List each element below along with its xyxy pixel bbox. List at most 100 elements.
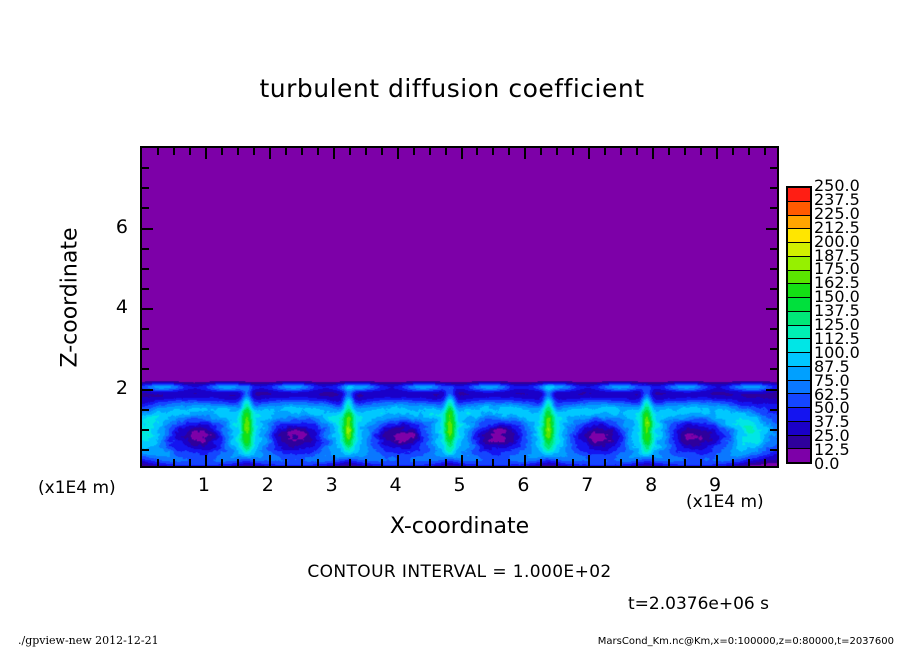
colorbar-band (788, 243, 810, 257)
axis-tick (220, 459, 223, 466)
axis-tick (142, 227, 153, 230)
plot-area (140, 146, 779, 468)
axis-tick (364, 148, 367, 155)
axis-tick (620, 459, 623, 466)
axis-tick (142, 308, 153, 310)
colorbar-band (788, 188, 810, 202)
axis-tick (716, 148, 719, 159)
axis-tick (770, 368, 777, 371)
axis-tick (268, 455, 271, 466)
axis-tick (572, 459, 575, 466)
colorbar-band (788, 449, 810, 462)
axis-tick (588, 455, 591, 466)
axis-tick (770, 328, 777, 331)
axis-tick (508, 148, 511, 155)
colorbar-band (788, 435, 810, 450)
axis-tick (770, 287, 777, 290)
axis-tick (236, 148, 239, 155)
colorbar-band (788, 311, 810, 326)
axis-tick (188, 148, 191, 155)
colorbar-tick-label: 150.0 (814, 287, 860, 307)
colorbar-tick-label: 112.5 (814, 328, 860, 348)
colorbar-tick-label: 187.5 (814, 245, 860, 265)
axis-tick (508, 459, 511, 466)
axis-tick (476, 459, 479, 466)
axis-tick (460, 148, 463, 159)
axis-tick (636, 459, 639, 466)
colorbar-tick-label: 50.0 (814, 398, 850, 418)
colorbar-tick-label: 62.5 (814, 384, 850, 404)
axis-tick (142, 368, 149, 371)
colorbar (786, 186, 812, 464)
time-stamp-note: t=2.0376e+06 s (628, 594, 769, 614)
colorbar-tick-label: 175.0 (814, 259, 860, 279)
axis-tick (142, 388, 153, 391)
colorbar-tick-label: 137.5 (814, 301, 860, 321)
axis-tick (770, 267, 777, 270)
axis-tick (188, 459, 191, 466)
axis-tick (748, 459, 751, 466)
axis-tick (300, 148, 303, 155)
colorbar-band (788, 394, 810, 408)
axis-tick (540, 148, 543, 155)
colorbar-tick-label: 225.0 (814, 203, 860, 223)
axis-tick (428, 148, 431, 155)
axis-tick (204, 148, 207, 159)
colorbar-tick-label: 200.0 (814, 231, 860, 251)
axis-tick (142, 187, 149, 190)
colorbar-band (788, 284, 810, 298)
colorbar-band (788, 408, 810, 422)
footer-dataset: MarsCond_Km.nc@Km,x=0:100000,z=0:80000,t… (597, 636, 894, 647)
axis-tick (770, 408, 777, 411)
colorbar-tick-label: 75.0 (814, 370, 850, 390)
x-tick-label: 3 (325, 474, 338, 496)
colorbar-band (788, 380, 810, 395)
axis-tick (172, 459, 175, 466)
axis-tick (636, 148, 639, 155)
axis-tick (652, 455, 655, 466)
page-title: turbulent diffusion coefficient (259, 74, 645, 103)
colorbar-tick-label: 25.0 (814, 426, 850, 446)
axis-tick (316, 459, 319, 466)
colorbar-tick-label: 212.5 (814, 217, 860, 237)
axis-tick (142, 348, 149, 351)
axis-tick (572, 148, 575, 155)
axis-tick (412, 459, 415, 466)
axis-tick (748, 148, 751, 155)
x-unit-left-label: (x1E4 m) (38, 478, 116, 498)
axis-tick (156, 459, 159, 466)
axis-tick (364, 459, 367, 466)
colorbar-band (788, 325, 810, 340)
axis-tick (316, 148, 319, 155)
footer-command: ./gpview-new 2012-12-21 (18, 634, 159, 647)
axis-tick (348, 148, 351, 155)
axis-tick (156, 148, 159, 155)
axis-tick (588, 148, 591, 159)
axis-tick (524, 455, 527, 466)
y-tick-label: 2 (115, 376, 128, 399)
axis-tick (716, 455, 719, 466)
axis-tick (604, 459, 607, 466)
colorbar-tick-label: 87.5 (814, 356, 850, 376)
axis-tick (142, 247, 149, 250)
axis-tick (700, 459, 703, 466)
colorbar-band (788, 256, 810, 271)
axis-tick (142, 448, 149, 451)
axis-tick (766, 308, 777, 310)
axis-tick (770, 207, 777, 210)
colorbar-band (788, 201, 810, 216)
axis-tick (396, 455, 399, 466)
x-tick-label: 7 (581, 474, 594, 496)
axis-tick (252, 148, 255, 155)
axis-tick (524, 148, 527, 159)
colorbar-band (788, 270, 810, 285)
axis-tick (492, 459, 495, 466)
x-tick-label: 2 (261, 474, 274, 496)
contour-interval-note: CONTOUR INTERVAL = 1.000E+02 (307, 562, 612, 582)
axis-tick (236, 459, 239, 466)
axis-tick (770, 247, 777, 250)
colorbar-tick-label: 37.5 (814, 412, 850, 432)
colorbar-band (788, 215, 810, 230)
colorbar-band (788, 353, 810, 367)
y-tick-label: 6 (115, 215, 128, 238)
